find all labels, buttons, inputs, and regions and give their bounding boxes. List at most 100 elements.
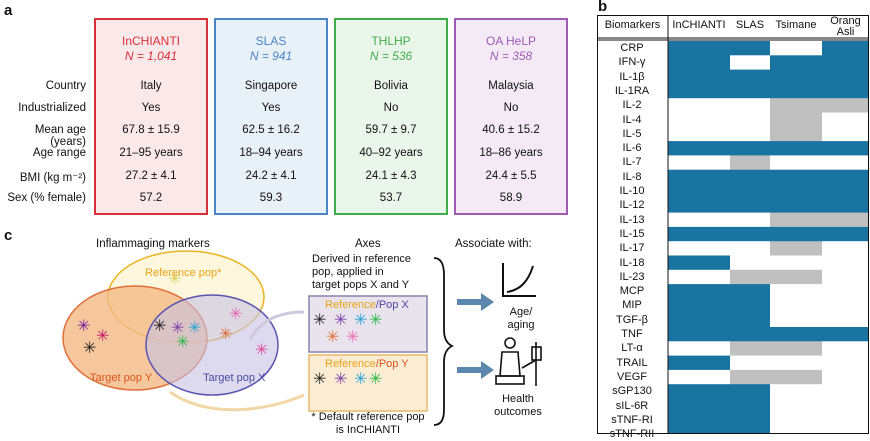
column-header-line: Tsimane (775, 19, 817, 31)
box1-reference-label: Reference (325, 299, 376, 311)
heatmap-cell (730, 198, 770, 213)
box2-label: Reference/Pop Y (325, 358, 409, 371)
heatmap-cell (730, 83, 770, 99)
axes-title: Axes (355, 238, 381, 250)
panel-b-letter: b (598, 0, 608, 15)
row-label-age: Mean age (years) (34, 124, 86, 148)
heatmap-cell (730, 355, 770, 371)
cohort-cell-range: 18–86 years (479, 147, 543, 159)
axes-box-pop-x (308, 295, 428, 353)
heatmap-cell (770, 41, 822, 56)
heatmap-cell (668, 241, 730, 256)
column-header-line: SLAS (735, 19, 765, 31)
cohort-cell-country: Malaysia (488, 80, 534, 92)
hospital-patient-icon (495, 337, 542, 386)
heatmap-cell (822, 69, 869, 85)
heatmap-cell (668, 169, 730, 185)
panel-a-letter: a (4, 2, 13, 19)
virus-marker-icon: ✳ (188, 320, 202, 337)
heatmap-cell (730, 241, 770, 256)
age-aging-label-line: aging (507, 319, 535, 331)
axes-description: Derived in reference pop, applied in targe… (312, 253, 437, 292)
heatmap-cell (730, 369, 770, 385)
virus-marker-icon: ✳ (326, 329, 340, 346)
biomarker-label: IL-18 (619, 256, 645, 269)
heatmap-cell (822, 126, 869, 142)
row-label-sex: Sex (% female) (7, 192, 86, 204)
heatmap-cell (730, 412, 770, 428)
heatmap-cell (770, 427, 822, 434)
virus-marker-icon: ✳ (229, 306, 243, 323)
heatmap-cell (730, 312, 770, 328)
biomarker-label: IL-10 (619, 185, 645, 197)
heatmap-cell (770, 312, 822, 328)
heatmap-cell (822, 355, 869, 371)
arrow-to-box2 (169, 390, 305, 412)
heatmap-cell (770, 55, 822, 70)
biomarker-label: TRAIL (616, 356, 648, 369)
cohort-cell-bmi: 24.2 ± 4.1 (245, 170, 297, 182)
cohort-sample-size: N = 536 (369, 49, 413, 63)
heatmap-cell (822, 184, 869, 199)
heatmap-cell (730, 155, 770, 171)
heatmap-cell (770, 69, 822, 85)
heatmap-cell (730, 226, 770, 242)
column-header-3: Tsimane (770, 20, 822, 31)
cohort-cell-country: Italy (140, 80, 162, 92)
cohort-column-box (454, 18, 568, 215)
virus-marker-icon: ✳ (334, 312, 348, 329)
heatmap-cell (770, 355, 822, 371)
biomarker-label: IL-23 (619, 270, 645, 283)
heatmap-cell (822, 169, 869, 185)
target-pop-x-label: Target pop X (203, 372, 266, 384)
heatmap-cell (822, 312, 869, 328)
virus-marker-icon: ✳ (255, 342, 269, 359)
heatmap-cell (770, 412, 822, 428)
heatmap-cell (770, 112, 822, 128)
biomarker-label: IL-7 (622, 156, 642, 169)
heatmap-cell (822, 155, 869, 171)
heatmap-cell (822, 327, 869, 342)
biomarker-label: IL-12 (619, 199, 645, 212)
virus-marker-icon: ✳ (313, 312, 327, 329)
target-pop-y-label: Target pop Y (90, 372, 153, 384)
cohort-header: OA HeLP N = 358 (454, 34, 568, 64)
virus-marker-icon: ✳ (176, 334, 190, 351)
heatmap-cell (822, 384, 869, 399)
arrow-to-health (457, 361, 494, 379)
axes-description-line: pop, applied in (312, 266, 384, 278)
footnote: * Default reference pop is InCHIANTI (303, 411, 433, 437)
heatmap-cell (668, 255, 730, 271)
heatmap-cell (668, 355, 730, 371)
heatmap-cell (668, 269, 730, 285)
heatmap-cell (770, 241, 822, 256)
heatmap-cell (822, 412, 869, 428)
heatmap-cell (770, 126, 822, 142)
virus-marker-icon: ✳ (354, 371, 368, 388)
heatmap-cell (668, 398, 730, 414)
cohort-cell-country: Singapore (244, 80, 298, 92)
box2-reference-label: Reference (325, 358, 376, 370)
cohort-cell-age: 67.8 ± 15.9 (122, 124, 180, 136)
virus-marker-icon: ✳ (83, 340, 97, 357)
cohort-sample-size: N = 1,041 (124, 49, 178, 63)
heatmap-cell (770, 212, 822, 228)
column-header-2: SLAS (730, 20, 770, 31)
virus-marker-icon: ✳ (168, 271, 182, 288)
heatmap-cell (770, 141, 822, 156)
panel-c-letter: c (4, 227, 13, 244)
heatmap-cell (668, 412, 730, 428)
heatmap-cell (730, 69, 770, 85)
heatmap-cell (730, 41, 770, 56)
heatmap-cell (770, 98, 822, 113)
biomarker-label: IL-6 (622, 142, 642, 155)
heatmap-cell (668, 327, 730, 342)
biomarker-label: MCP (619, 285, 645, 298)
health-outcomes-label-line: Health (502, 393, 534, 405)
heatmap-cell (730, 298, 770, 314)
heatmap-cell (770, 384, 822, 399)
heatmap-cell (730, 55, 770, 70)
aging-curve-icon (502, 263, 536, 297)
heatmap-cell (770, 341, 822, 356)
heatmap-cell (668, 427, 730, 434)
